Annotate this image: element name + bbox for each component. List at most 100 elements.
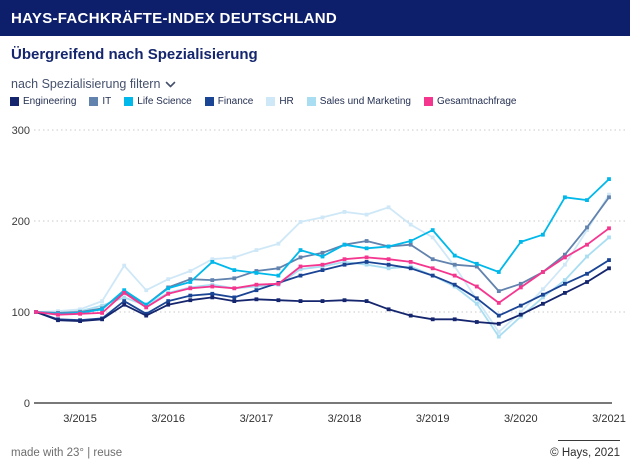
data-point-life-science[interactable] — [563, 195, 567, 200]
data-point-finance[interactable] — [210, 291, 215, 296]
data-point-engineering[interactable] — [386, 307, 391, 312]
data-point-it[interactable] — [496, 289, 501, 293]
data-point-it[interactable] — [320, 250, 325, 255]
data-point-life-science[interactable] — [100, 307, 104, 312]
attribution-text[interactable]: made with 23° | reuse — [11, 447, 123, 459]
data-point-engineering[interactable] — [585, 280, 589, 284]
data-point-sales-und-marketing[interactable] — [585, 254, 589, 259]
data-point-finance[interactable] — [166, 299, 171, 303]
data-point-engineering[interactable] — [298, 299, 303, 303]
data-point-finance[interactable] — [607, 258, 611, 262]
data-point-hr[interactable] — [408, 222, 413, 227]
legend-item-sales-und-marketing[interactable]: Sales und Marketing — [306, 96, 411, 107]
data-point-gesamtnachfrage[interactable] — [210, 284, 215, 289]
data-point-life-science[interactable] — [452, 253, 457, 258]
data-point-engineering[interactable] — [452, 317, 457, 322]
data-point-hr[interactable] — [364, 212, 369, 217]
data-point-gesamtnachfrage[interactable] — [232, 286, 237, 291]
data-point-finance[interactable] — [298, 273, 303, 278]
data-point-gesamtnachfrage[interactable] — [78, 311, 82, 316]
data-point-hr[interactable] — [100, 299, 104, 303]
data-point-life-science[interactable] — [364, 246, 369, 251]
data-point-sales-und-marketing[interactable] — [342, 260, 347, 264]
data-point-finance[interactable] — [342, 262, 347, 267]
data-point-engineering[interactable] — [276, 298, 281, 303]
data-point-life-science[interactable] — [166, 286, 171, 291]
data-point-life-science[interactable] — [232, 268, 237, 272]
data-point-hr[interactable] — [563, 262, 567, 267]
data-point-it[interactable] — [607, 195, 611, 200]
data-point-gesamtnachfrage[interactable] — [541, 270, 545, 274]
data-point-life-science[interactable] — [386, 244, 391, 249]
data-point-finance[interactable] — [232, 295, 237, 300]
data-point-engineering[interactable] — [408, 313, 413, 318]
line-chart[interactable]: 0 100 200 300 3/2015 3/2016 3/2017 3/2018 3/2019… — [0, 112, 630, 442]
data-point-sales-und-marketing[interactable] — [100, 303, 104, 308]
data-point-sales-und-marketing[interactable] — [364, 262, 369, 267]
data-point-hr[interactable] — [541, 287, 545, 292]
data-point-gesamtnachfrage[interactable] — [320, 262, 325, 267]
data-point-hr[interactable] — [254, 248, 259, 252]
data-point-gesamtnachfrage[interactable] — [607, 226, 611, 231]
legend-item-finance[interactable]: Finance — [204, 96, 253, 107]
data-point-finance[interactable] — [254, 288, 259, 293]
data-point-life-science[interactable] — [342, 242, 347, 247]
data-point-gesamtnachfrage[interactable] — [34, 310, 38, 314]
data-point-sales-und-marketing[interactable] — [122, 295, 127, 300]
data-point-engineering[interactable] — [563, 291, 567, 295]
data-point-gesamtnachfrage[interactable] — [518, 285, 523, 290]
data-point-engineering[interactable] — [56, 318, 60, 323]
data-point-finance[interactable] — [408, 266, 413, 271]
data-point-gesamtnachfrage[interactable] — [496, 301, 501, 305]
data-point-gesamtnachfrage[interactable] — [364, 255, 369, 260]
data-point-finance[interactable] — [320, 268, 325, 272]
data-point-it[interactable] — [188, 277, 193, 282]
data-point-gesamtnachfrage[interactable] — [452, 273, 457, 278]
data-point-sales-und-marketing[interactable] — [496, 334, 501, 339]
data-point-gesamtnachfrage[interactable] — [430, 266, 435, 271]
data-point-hr[interactable] — [342, 210, 347, 214]
data-point-finance[interactable] — [122, 299, 127, 303]
data-point-life-science[interactable] — [210, 260, 215, 264]
data-point-hr[interactable] — [518, 310, 523, 314]
data-point-hr[interactable] — [320, 215, 325, 220]
data-point-gesamtnachfrage[interactable] — [276, 281, 281, 286]
data-point-hr[interactable] — [298, 220, 303, 224]
data-point-hr[interactable] — [496, 330, 501, 334]
data-point-hr[interactable] — [276, 241, 281, 246]
data-point-hr[interactable] — [232, 255, 237, 260]
data-point-hr[interactable] — [430, 235, 435, 240]
data-point-finance[interactable] — [364, 260, 369, 264]
data-point-hr[interactable] — [144, 288, 149, 293]
data-point-it[interactable] — [364, 239, 369, 243]
data-point-life-science[interactable] — [496, 270, 501, 274]
data-point-finance[interactable] — [585, 271, 589, 276]
data-point-sales-und-marketing[interactable] — [607, 235, 611, 240]
data-point-engineering[interactable] — [430, 317, 435, 322]
data-point-life-science[interactable] — [408, 239, 413, 243]
data-point-life-science[interactable] — [430, 228, 435, 232]
data-point-life-science[interactable] — [276, 273, 281, 278]
specialization-filter-dropdown[interactable]: nach Spezialisierung filtern — [11, 77, 176, 91]
data-point-life-science[interactable] — [607, 177, 611, 181]
data-point-it[interactable] — [232, 276, 237, 281]
data-point-finance[interactable] — [430, 273, 435, 278]
data-point-life-science[interactable] — [320, 254, 325, 259]
data-point-engineering[interactable] — [474, 320, 479, 324]
data-point-it[interactable] — [298, 255, 303, 260]
data-point-it[interactable] — [585, 225, 589, 230]
data-point-gesamtnachfrage[interactable] — [298, 264, 303, 269]
data-point-engineering[interactable] — [188, 298, 193, 303]
data-point-sales-und-marketing[interactable] — [563, 278, 567, 282]
legend-item-hr[interactable]: HR — [266, 96, 294, 107]
data-point-engineering[interactable] — [144, 313, 149, 318]
data-point-finance[interactable] — [563, 281, 567, 286]
data-point-sales-und-marketing[interactable] — [298, 267, 303, 272]
data-point-gesamtnachfrage[interactable] — [122, 291, 127, 295]
data-point-engineering[interactable] — [210, 295, 215, 300]
data-point-finance[interactable] — [474, 296, 479, 301]
data-point-finance[interactable] — [188, 293, 193, 298]
data-point-gesamtnachfrage[interactable] — [144, 305, 149, 310]
data-point-gesamtnachfrage[interactable] — [474, 284, 479, 289]
legend-item-it[interactable]: IT — [89, 96, 111, 107]
